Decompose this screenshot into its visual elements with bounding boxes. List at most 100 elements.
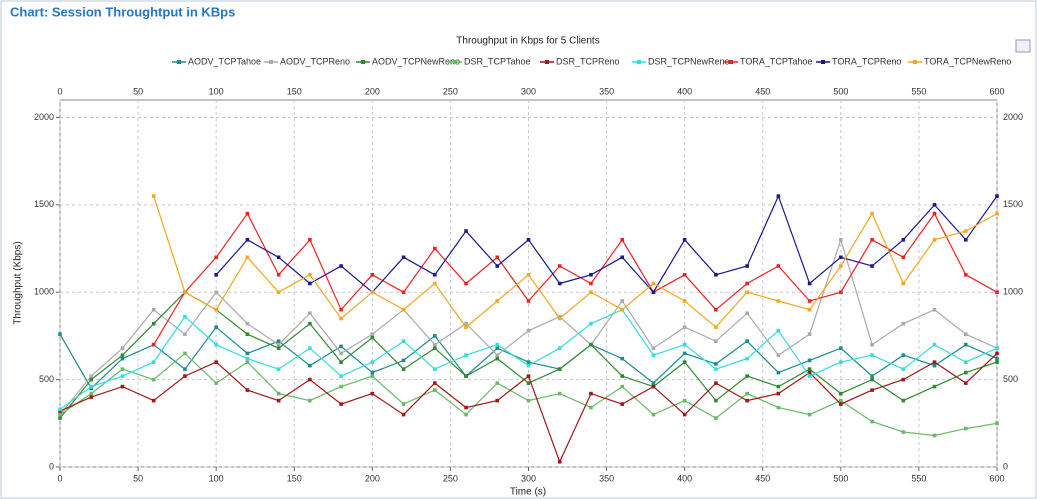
point: [89, 374, 94, 378]
point: [870, 374, 874, 378]
point: [339, 360, 343, 364]
point: [745, 311, 749, 316]
point: [370, 335, 375, 340]
legend-marker: [913, 60, 917, 64]
point: [308, 272, 312, 277]
point: [214, 290, 218, 295]
point: [901, 353, 906, 357]
point: [401, 339, 406, 343]
point: [308, 238, 312, 242]
x2-tick-label: 500: [833, 86, 848, 96]
point: [745, 290, 749, 295]
point: [433, 367, 437, 371]
point: [526, 360, 531, 364]
point: [308, 398, 312, 403]
point: [589, 321, 593, 326]
x2-tick-label: 300: [521, 86, 536, 96]
point: [433, 346, 437, 350]
point: [714, 339, 718, 343]
point: [495, 299, 500, 303]
point: [745, 391, 749, 396]
point: [901, 377, 906, 382]
point: [870, 353, 874, 357]
point: [370, 272, 375, 277]
point: [308, 377, 312, 382]
point: [308, 321, 312, 326]
point: [214, 255, 218, 260]
point: [183, 290, 187, 295]
point: [58, 407, 62, 412]
point: [495, 264, 500, 268]
y-tick-label: 1500: [34, 199, 54, 209]
point: [932, 433, 937, 438]
point: [870, 388, 874, 392]
point: [308, 346, 312, 350]
point: [89, 377, 94, 382]
legend-marker: [545, 60, 549, 64]
point: [870, 264, 874, 268]
legend-marker: [361, 60, 365, 64]
point: [401, 358, 406, 363]
point: [932, 307, 937, 312]
point: [807, 299, 812, 303]
page-title: Chart: Session Throughtput in KBps: [10, 4, 235, 19]
point: [963, 426, 968, 431]
point: [370, 391, 375, 396]
point: [151, 360, 156, 364]
point: [839, 290, 843, 295]
point: [932, 384, 937, 389]
legend-marker: [269, 60, 273, 64]
point: [120, 356, 125, 361]
point: [339, 344, 343, 349]
point: [807, 374, 812, 378]
point: [151, 377, 156, 382]
point: [870, 238, 874, 242]
point: [682, 342, 687, 347]
point: [682, 351, 687, 356]
point: [651, 346, 656, 350]
point: [620, 402, 624, 406]
point: [557, 391, 562, 396]
point: [245, 360, 250, 364]
point: [370, 370, 375, 375]
point: [839, 238, 843, 242]
x-tick-label: 0: [57, 473, 62, 483]
point: [651, 384, 656, 389]
point: [495, 381, 500, 385]
x-tick-label: 350: [599, 473, 614, 483]
point: [58, 416, 62, 420]
series-line: [153, 195, 998, 329]
point: [776, 194, 781, 198]
point: [807, 358, 812, 363]
legend-label: DSR_TCPNewReno: [648, 56, 730, 66]
point: [589, 281, 593, 286]
point: [401, 290, 406, 295]
point: [995, 346, 999, 350]
point: [245, 211, 250, 216]
y-tick-label: 500: [39, 374, 54, 384]
point: [963, 342, 968, 347]
point: [89, 395, 94, 399]
point: [620, 374, 624, 378]
x2-tick-label: 450: [755, 86, 770, 96]
point: [714, 381, 718, 385]
y2-tick-label: 500: [1003, 374, 1018, 384]
x2-tick-label: 0: [57, 86, 62, 96]
point: [276, 391, 281, 396]
point: [464, 405, 468, 410]
point: [963, 360, 968, 364]
point: [589, 272, 593, 277]
point: [714, 367, 718, 371]
point: [620, 356, 624, 361]
point: [839, 360, 843, 364]
point: [963, 238, 968, 242]
y2-tick-label: 0: [1003, 461, 1008, 471]
point: [433, 334, 437, 338]
point: [745, 374, 749, 378]
point: [995, 290, 999, 295]
point: [714, 398, 718, 403]
point: [401, 255, 406, 260]
point: [120, 384, 125, 389]
menu-button[interactable]: [1015, 39, 1031, 53]
point: [745, 264, 749, 268]
